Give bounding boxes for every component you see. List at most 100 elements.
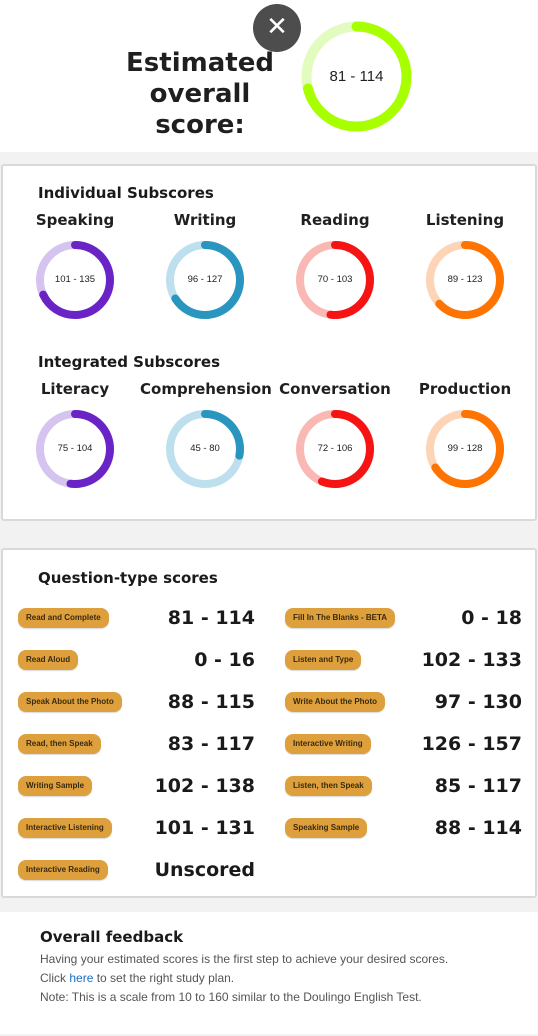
integrated-subscore-conversation: Conversation 72 - 106	[270, 379, 400, 490]
individual-subscore-speaking: Speaking 101 - 135	[10, 210, 140, 321]
subscore-ring: 72 - 106	[294, 408, 376, 490]
page-title: Estimated overall score:	[110, 48, 290, 141]
question-type-row-speak-about-the-photo: Speak About the Photo 88 - 115	[18, 690, 255, 714]
subscore-value: 45 - 80	[190, 443, 220, 454]
question-type-badge[interactable]: Listen, then Speak	[285, 776, 372, 796]
question-type-score: Unscored	[154, 859, 255, 881]
subscore-ring: 45 - 80	[164, 408, 246, 490]
close-button[interactable]: ✕	[253, 4, 301, 52]
subscore-ring-arc	[426, 241, 504, 319]
question-type-row-read-then-speak: Read, then Speak 83 - 117	[18, 732, 255, 756]
question-type-row-interactive-listening: Interactive Listening 101 - 131	[18, 816, 255, 840]
subscore-name: Conversation	[279, 380, 391, 398]
question-type-badge[interactable]: Interactive Writing	[285, 734, 371, 754]
question-type-score: 102 - 138	[154, 775, 255, 797]
question-type-badge[interactable]: Read, then Speak	[18, 734, 101, 754]
question-type-row-write-about-the-photo: Write About the Photo 97 - 130	[285, 690, 522, 714]
subscore-ring: 75 - 104	[34, 408, 116, 490]
score-header: ✕ Estimated overall score: 81 - 114	[0, 0, 538, 152]
question-type-row-read-aloud: Read Aloud 0 - 16	[18, 648, 255, 672]
subscore-ring: 89 - 123	[424, 239, 506, 321]
question-type-row-speaking-sample: Speaking Sample 88 - 114	[285, 816, 522, 840]
subscore-name: Writing	[173, 211, 237, 229]
feedback-line2-prefix: Click	[40, 971, 70, 985]
question-type-score: 97 - 130	[434, 691, 522, 713]
individual-subscore-listening: Listening 89 - 123	[400, 210, 530, 321]
subscore-ring-graphic	[426, 410, 504, 488]
question-type-score: 88 - 115	[167, 691, 255, 713]
subscore-name: Production	[418, 380, 512, 398]
integrated-subscore-literacy: Literacy 75 - 104	[10, 379, 140, 490]
question-type-badge[interactable]: Write About the Photo	[285, 692, 385, 712]
question-type-score: 101 - 131	[154, 817, 255, 839]
question-type-score: 0 - 16	[194, 649, 255, 671]
question-type-score: 83 - 117	[167, 733, 255, 755]
subscore-ring-graphic	[36, 241, 114, 319]
question-type-row-interactive-reading: Interactive Reading Unscored	[18, 858, 255, 882]
subscore-value: 89 - 123	[447, 274, 483, 285]
subscore-name: Literacy	[40, 380, 110, 398]
subscore-value: 72 - 106	[317, 443, 353, 454]
integrated-subscore-production: Production 99 - 128	[400, 379, 530, 490]
subscore-ring-graphic	[296, 241, 374, 319]
question-type-title: Question-type scores	[38, 569, 218, 587]
question-type-badge[interactable]: Interactive Reading	[18, 860, 108, 880]
subscore-ring-arc	[36, 410, 114, 488]
question-type-row-writing-sample: Writing Sample 102 - 138	[18, 774, 255, 798]
subscores-card: Individual Subscores Speaking 101 - 135 Wr…	[1, 164, 537, 521]
question-type-row-fill-in-the-blanks-beta: Fill In The Blanks - BETA 0 - 18	[285, 606, 522, 630]
question-type-row-interactive-writing: Interactive Writing 126 - 157	[285, 732, 522, 756]
subscore-name: Comprehension	[140, 380, 272, 398]
overall-feedback: Overall feedback Having your estimated s…	[0, 912, 538, 1034]
subscore-value: 70 - 103	[317, 274, 353, 285]
question-type-row-read-and-complete: Read and Complete 81 - 114	[18, 606, 255, 630]
subscore-ring: 70 - 103	[294, 239, 376, 321]
page-title-line2: overall score:	[149, 79, 251, 140]
subscore-name: Speaking	[35, 211, 115, 229]
close-icon: ✕	[266, 12, 288, 42]
overall-score-ring: 81 - 114	[300, 20, 413, 133]
subscore-ring-arc	[166, 410, 244, 488]
question-type-badge[interactable]: Interactive Listening	[18, 818, 112, 838]
question-type-score: 0 - 18	[461, 607, 522, 629]
question-type-badge[interactable]: Speaking Sample	[285, 818, 368, 838]
feedback-line2: Click here to set the right study plan.	[40, 971, 234, 985]
question-type-row-listen-and-type: Listen and Type 102 - 133	[285, 648, 522, 672]
subscore-ring: 99 - 128	[424, 408, 506, 490]
question-type-badge[interactable]: Speak About the Photo	[18, 692, 122, 712]
question-type-card: Question-type scores Read and Complete 81…	[1, 548, 537, 898]
feedback-title: Overall feedback	[40, 928, 184, 946]
subscore-value: 101 - 135	[54, 274, 96, 285]
subscore-name: Reading	[300, 211, 370, 229]
overall-ring-arc	[301, 21, 412, 132]
subscore-ring: 101 - 135	[34, 239, 116, 321]
question-type-score: 81 - 114	[167, 607, 255, 629]
subscore-value: 96 - 127	[187, 274, 223, 285]
feedback-line3: Note: This is a scale from 10 to 160 sim…	[40, 990, 422, 1004]
subscore-ring-arc	[296, 241, 374, 319]
subscore-ring-graphic	[296, 410, 374, 488]
individual-subscores-title: Individual Subscores	[38, 184, 214, 202]
subscore-ring: 96 - 127	[164, 239, 246, 321]
feedback-line2-suffix: to set the right study plan.	[93, 971, 235, 985]
integrated-subscore-comprehension: Comprehension 45 - 80	[140, 379, 272, 490]
feedback-line1: Having your estimated scores is the firs…	[40, 952, 449, 966]
page-title-line1: Estimated	[126, 48, 274, 78]
question-type-score: 102 - 133	[421, 649, 522, 671]
subscore-ring-graphic	[36, 410, 114, 488]
study-plan-link[interactable]: here	[69, 971, 94, 985]
question-type-badge[interactable]: Read and Complete	[18, 608, 109, 628]
overall-score-ring-graphic	[301, 21, 412, 132]
subscore-value: 99 - 128	[447, 443, 483, 454]
subscore-ring-arc	[166, 241, 244, 319]
question-type-badge[interactable]: Fill In The Blanks - BETA	[285, 608, 396, 628]
question-type-badge[interactable]: Writing Sample	[18, 776, 93, 796]
question-type-score: 88 - 114	[434, 817, 522, 839]
question-type-badge[interactable]: Listen and Type	[285, 650, 362, 670]
question-type-row-listen-then-speak: Listen, then Speak 85 - 117	[285, 774, 522, 798]
subscore-ring-graphic	[166, 410, 244, 488]
overall-score-value: 81 - 114	[329, 68, 384, 85]
subscore-ring-arc	[296, 410, 374, 488]
subscore-value: 75 - 104	[57, 443, 93, 454]
question-type-badge[interactable]: Read Aloud	[18, 650, 79, 670]
